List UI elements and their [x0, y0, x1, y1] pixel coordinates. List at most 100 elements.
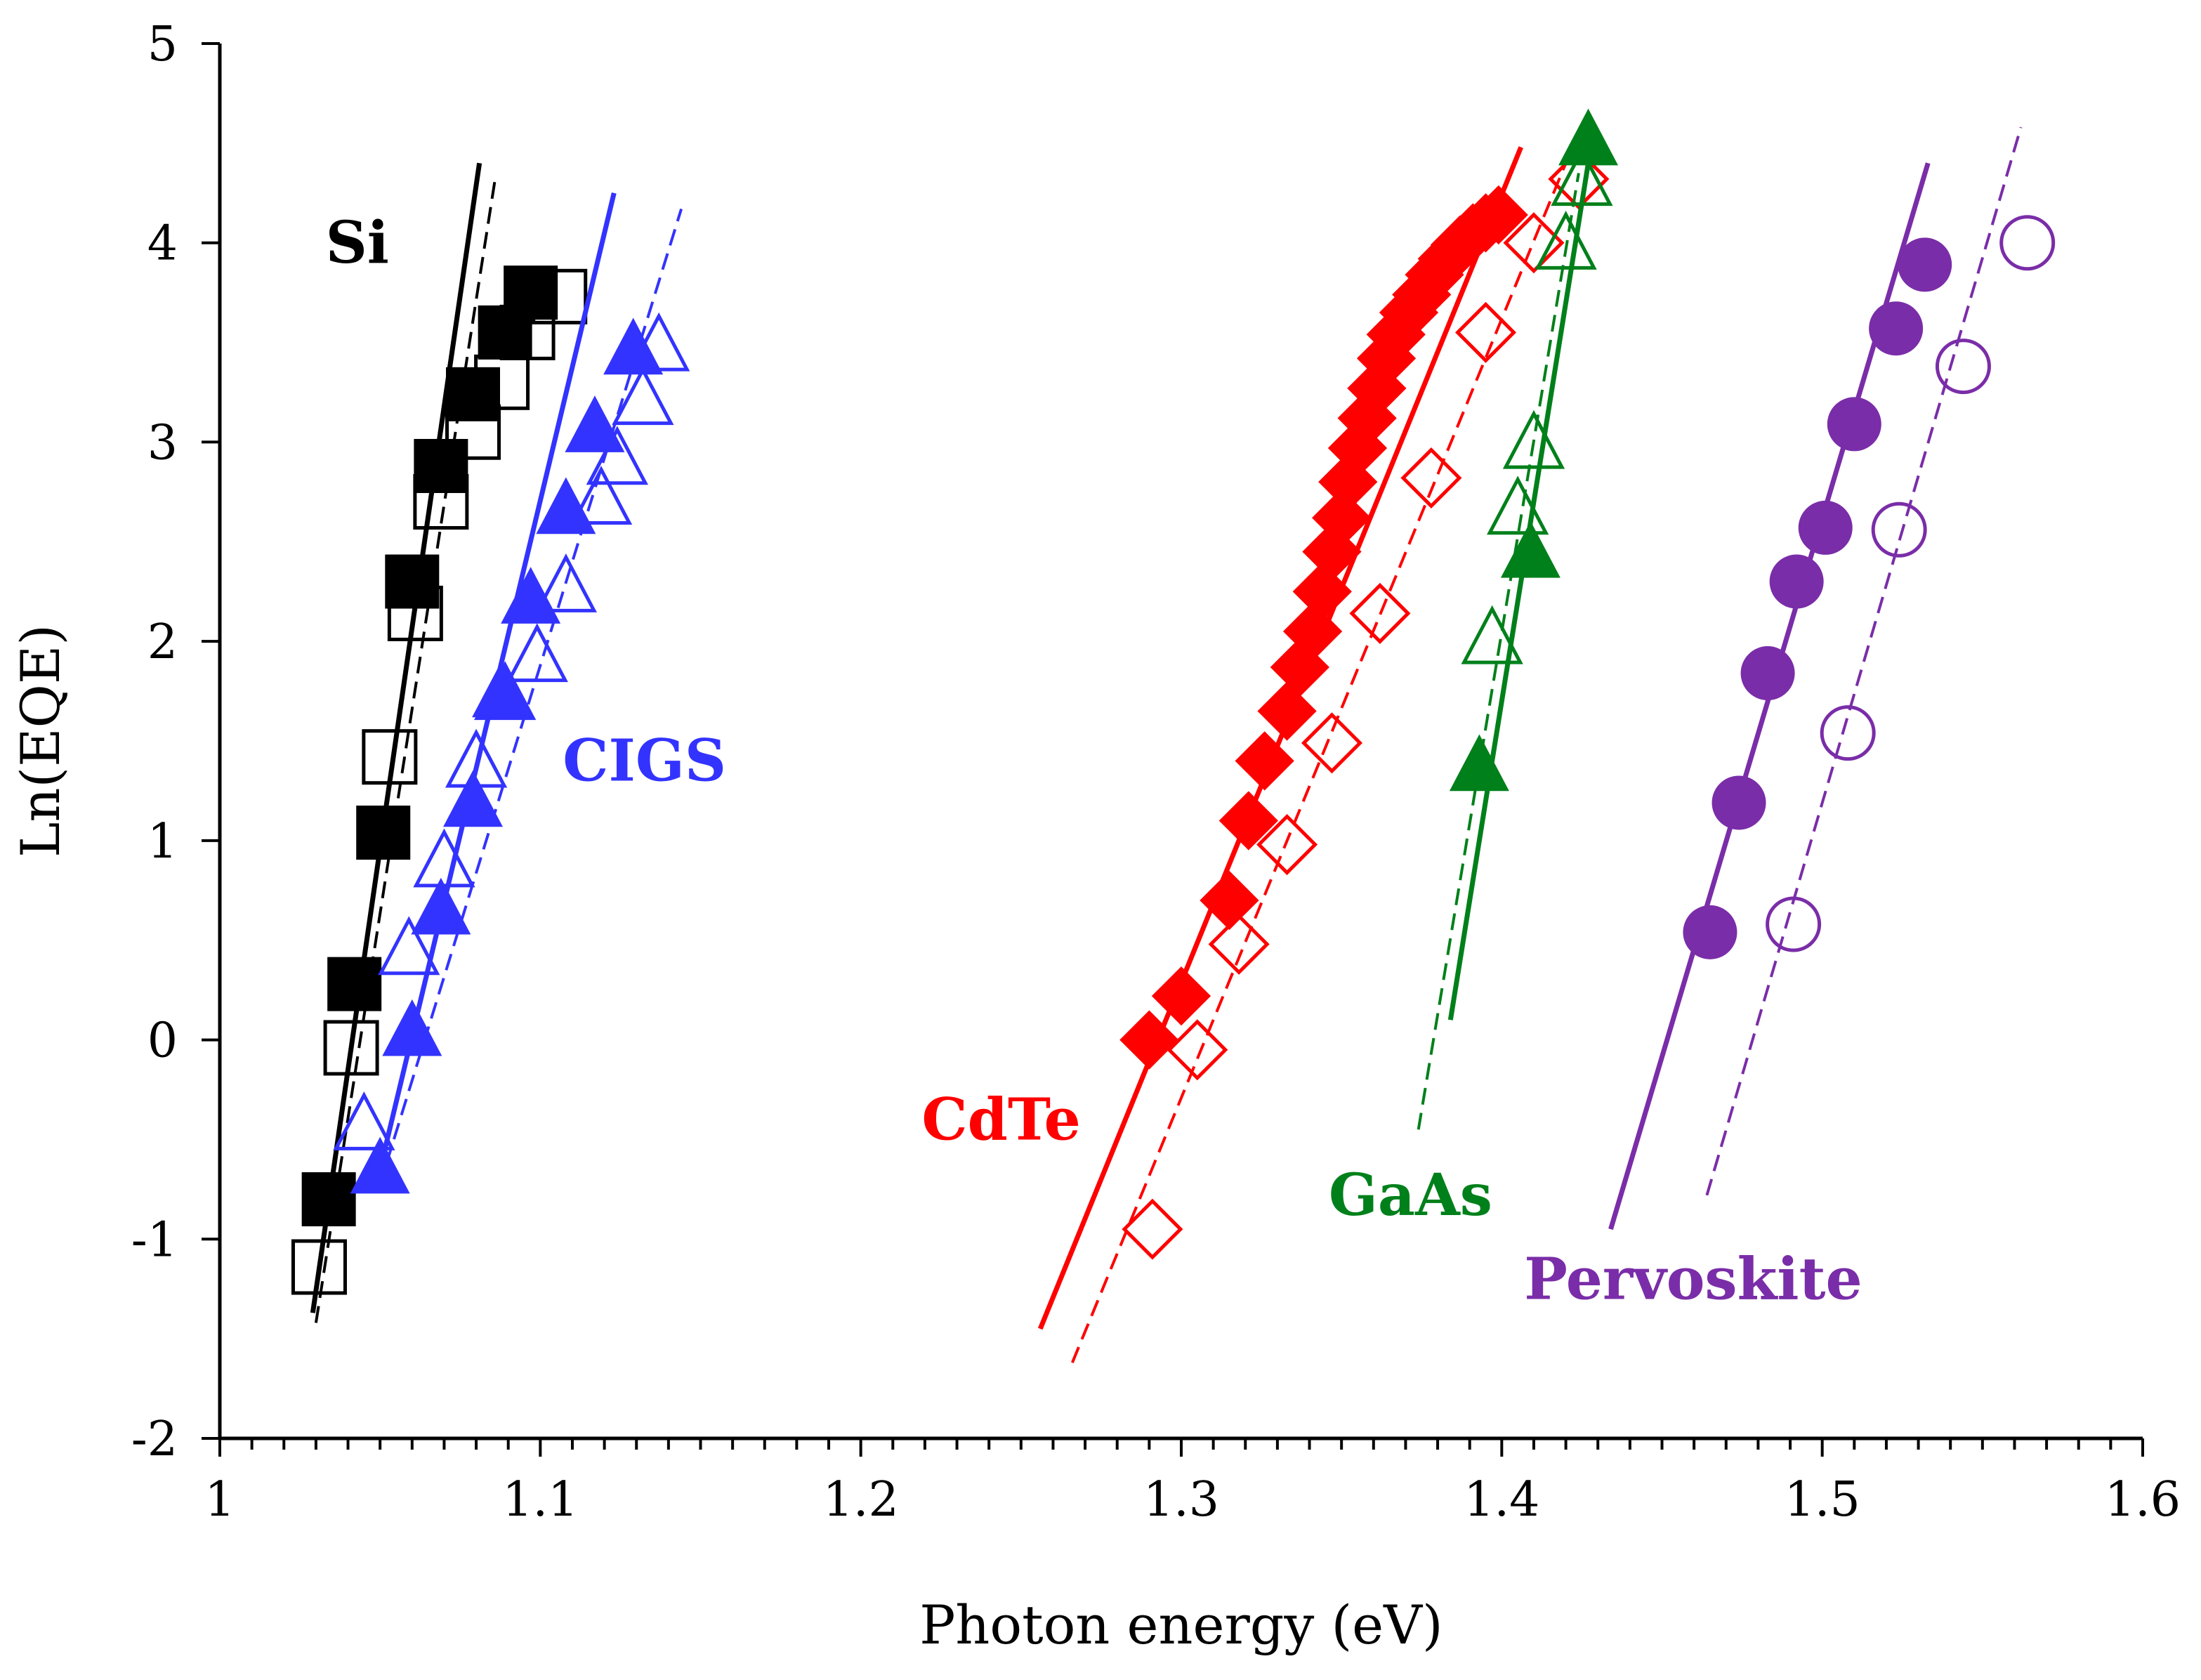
- cdte-filled-point: [1282, 601, 1343, 662]
- si-open-point: [323, 1020, 379, 1076]
- cdte-filled-point: [1257, 681, 1317, 741]
- cdte-label: CdTe: [921, 1086, 1080, 1153]
- x-ticks: 1 1.1 1.2 1.3 1.4 1.5 1.6: [204, 1438, 2181, 1528]
- cdte-open-point: [1548, 148, 1610, 210]
- cigs-filled-point: [501, 567, 561, 624]
- pervoskite-filled-point: [1898, 237, 1952, 292]
- x-axis-title: Photon energy (eV): [919, 1594, 1443, 1656]
- cigs-filled-point: [536, 477, 596, 534]
- cdte-fit-line-dashed: [1070, 162, 1568, 1363]
- cigs-filled-point: [382, 999, 442, 1056]
- cdte-open-point: [1454, 301, 1517, 363]
- x-tick-label: 1.4: [1464, 1472, 1539, 1528]
- pervoskite-filled-point: [1798, 500, 1853, 555]
- cigs-open-point: [413, 828, 475, 888]
- gaas-fit-line-dashed: [1417, 173, 1580, 1130]
- y-tick-label: -2: [131, 1412, 178, 1467]
- cdte-open-point: [1256, 813, 1318, 876]
- pervoskite-filled-point: [1827, 397, 1881, 452]
- si-filled-point: [301, 1172, 356, 1227]
- y-tick-label: 3: [147, 415, 178, 471]
- y-tick-label: 1: [147, 814, 178, 869]
- gaas-open-point: [1535, 211, 1597, 270]
- cdte-filled-point: [1292, 562, 1352, 622]
- cdte-filled-point: [1200, 870, 1259, 931]
- si-filled-point: [414, 438, 468, 493]
- cigs-filled-point: [350, 1136, 410, 1194]
- cdte-fit-line-solid: [1037, 146, 1523, 1330]
- pervoskite-filled-point: [1740, 646, 1795, 701]
- si-open-point: [291, 1239, 347, 1295]
- cigs-filled-point: [603, 317, 664, 375]
- y-tick-label: 5: [147, 17, 178, 72]
- cdte-filled-point: [1235, 731, 1294, 791]
- gaas-open-point: [1487, 475, 1549, 535]
- x-tick-label: 1: [204, 1472, 235, 1528]
- pervoskite-fit-line-dashed: [1705, 126, 2023, 1196]
- gaas-label: GaAs: [1329, 1162, 1492, 1229]
- gaas-open-point: [1551, 147, 1613, 206]
- pervoskite-filled-point: [1711, 775, 1766, 830]
- si-filled-point: [446, 367, 501, 421]
- si-label: Si: [326, 209, 389, 277]
- cigs-open-point: [506, 623, 568, 683]
- gaas-open-point: [1502, 409, 1565, 469]
- si-open-point: [362, 729, 418, 785]
- si-filled-point: [504, 265, 558, 320]
- si-filled-point: [327, 957, 382, 1011]
- x-tick-label: 1.2: [823, 1472, 899, 1528]
- cigs-open-point: [570, 466, 633, 525]
- cdte-filled-point: [1151, 966, 1211, 1026]
- pervoskite-open-point: [1999, 215, 2056, 271]
- gaas-series: [1417, 108, 1619, 1130]
- pervoskite-label: Pervoskite: [1524, 1245, 1862, 1313]
- cigs-fit-line-dashed: [385, 208, 683, 1164]
- x-tick-label: 1.6: [2105, 1472, 2181, 1528]
- cdte-open-point: [1208, 913, 1270, 975]
- y-ticks: -2 -1 0 1 2 3 4 5: [131, 17, 220, 1467]
- x-tick-label: 1.3: [1143, 1472, 1219, 1528]
- gaas-filled-point: [1500, 520, 1561, 578]
- cdte-open-point: [1301, 712, 1363, 774]
- cigs-label: CIGS: [563, 728, 726, 795]
- cigs-series: [333, 192, 690, 1194]
- cdte-open-point: [1167, 1019, 1228, 1081]
- x-tick-label: 1.1: [502, 1472, 578, 1528]
- pervoskite-open-point: [1871, 501, 1927, 558]
- cigs-open-point: [586, 426, 648, 485]
- y-tick-label: 0: [147, 1013, 178, 1069]
- y-tick-label: 2: [147, 615, 178, 670]
- cdte-open-point: [1400, 447, 1462, 509]
- cdte-filled-point: [1218, 791, 1278, 851]
- gaas-fit-line-solid: [1447, 162, 1591, 1021]
- x-tick-label: 1.5: [1785, 1472, 1860, 1528]
- si-filled-point: [356, 806, 411, 860]
- cigs-open-point: [378, 916, 440, 976]
- pervoskite-filled-point: [1769, 554, 1824, 609]
- cdte-open-point: [1122, 1198, 1183, 1260]
- cigs-open-point: [612, 366, 674, 426]
- cigs-filled-point: [443, 770, 503, 827]
- cdte-open-point: [1503, 212, 1565, 274]
- gaas-filled-point: [1449, 734, 1509, 792]
- y-tick-label: 4: [147, 216, 178, 272]
- si-filled-point: [385, 554, 440, 609]
- cigs-filled-point: [565, 395, 625, 452]
- pervoskite-series: [1608, 126, 2056, 1231]
- pervoskite-open-point: [1820, 705, 1876, 761]
- pervoskite-open-point: [1935, 339, 1991, 395]
- gaas-open-point: [1461, 605, 1523, 664]
- gaas-filled-point: [1558, 108, 1619, 166]
- si-fit-line-solid: [310, 162, 482, 1313]
- pervoskite-filled-point: [1869, 301, 1924, 356]
- cdte-filled-point: [1469, 185, 1528, 245]
- cigs-open-point: [534, 553, 597, 612]
- cdte-open-point: [1349, 582, 1411, 644]
- pervoskite-filled-point: [1683, 905, 1737, 959]
- y-tick-label: -1: [131, 1212, 178, 1268]
- cigs-open-point: [333, 1091, 395, 1150]
- cigs-filled-point: [472, 660, 532, 718]
- y-axis-title: Ln(EQE): [9, 624, 72, 858]
- cdte-series: [1037, 146, 1610, 1363]
